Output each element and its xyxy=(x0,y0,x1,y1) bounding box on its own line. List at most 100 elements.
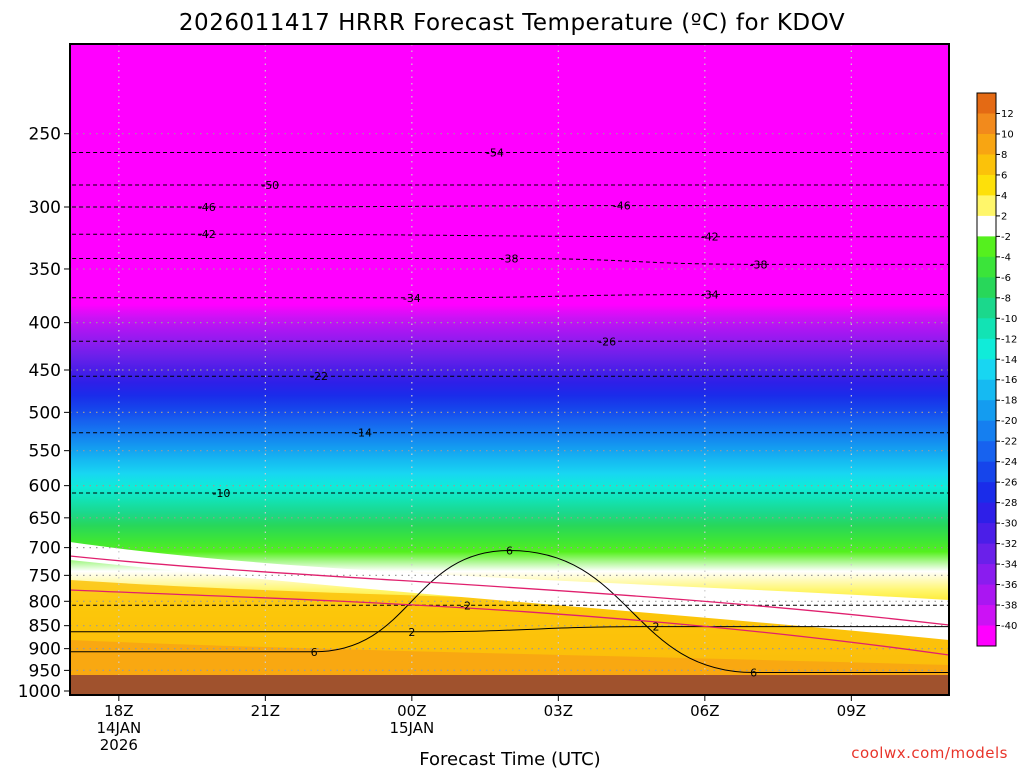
colorbar-swatch xyxy=(977,154,996,176)
colorbar-label: -36 xyxy=(1001,580,1017,591)
isotherm-contours xyxy=(70,152,949,673)
x-axis-label: Forecast Time (UTC) xyxy=(419,749,600,768)
colorbar-swatch xyxy=(977,338,996,360)
y-tick-label: 400 xyxy=(29,314,61,334)
colorbar-frame xyxy=(976,92,997,647)
y-tick-label: 850 xyxy=(29,617,61,637)
contour-label: 6 xyxy=(506,544,513,557)
contour-label: -34 xyxy=(403,292,421,305)
freezing-line xyxy=(70,555,949,626)
contour-label: -54 xyxy=(486,147,504,160)
x-tick-label: 03Z xyxy=(544,702,573,720)
y-tick-label: 700 xyxy=(29,539,61,559)
x-tick-label: 2026 xyxy=(100,736,138,754)
contour-label: -26 xyxy=(598,335,616,348)
colorbar-swatch xyxy=(977,420,996,442)
colorbar-swatch xyxy=(977,441,996,463)
colorbar-swatch xyxy=(977,236,996,258)
colorbar-label: -18 xyxy=(1001,396,1017,407)
ground-surface xyxy=(70,675,949,695)
colorbar-label: -10 xyxy=(1001,314,1017,325)
contour-label: 2 xyxy=(408,626,415,639)
temperature-bands xyxy=(70,44,949,695)
colorbar-label: -40 xyxy=(1001,621,1017,632)
colorbar-label: 4 xyxy=(1001,191,1007,202)
colorbar-swatch xyxy=(977,215,996,237)
colorbar-swatch xyxy=(977,502,996,524)
contour-labels: -54-50-46 -46-42 -42-38 -38-34 -34-26-22-14-… xyxy=(198,147,768,680)
contour-line xyxy=(70,294,949,299)
x-tick-label: 21Z xyxy=(251,702,280,720)
colorbar-label: -22 xyxy=(1001,437,1017,448)
contour-label: -14 xyxy=(354,427,372,440)
colorbar-swatch xyxy=(977,133,996,155)
x-tick-label: 00Z xyxy=(397,702,426,720)
contour-line xyxy=(70,257,949,265)
contour-label: -38 xyxy=(750,258,768,271)
contour-label: -46 xyxy=(198,201,216,214)
colorbar-swatch xyxy=(977,195,996,217)
colorbar-swatch xyxy=(977,461,996,483)
contour-label: 6 xyxy=(750,666,757,679)
colorbar-swatch xyxy=(977,400,996,422)
credit-text: coolwx.com/models xyxy=(851,744,1008,762)
y-tick-label: 950 xyxy=(29,661,61,681)
y-tick-label: 900 xyxy=(29,640,61,660)
colorbar-swatch xyxy=(977,605,996,627)
colorbar-label: 12 xyxy=(1001,109,1014,120)
colorbar-label: -30 xyxy=(1001,519,1017,530)
colorbar-swatch xyxy=(977,523,996,545)
colorbar-swatch xyxy=(977,93,996,114)
colorbar-swatch xyxy=(977,297,996,319)
colorbar-label: -32 xyxy=(1001,539,1017,550)
colorbar-label: -38 xyxy=(1001,601,1017,612)
y-tick-label: 450 xyxy=(29,361,61,381)
contour-line xyxy=(70,549,949,673)
pressure-axis: 250 300 350 400 450 500 550 600 650 700 750 800 850 9… xyxy=(18,125,70,702)
colorbar-label: -14 xyxy=(1001,355,1017,366)
colorbar-swatch xyxy=(977,256,996,278)
grid-lines xyxy=(70,44,949,695)
colorbar-swatch xyxy=(977,113,996,135)
contour-label: -46 xyxy=(613,200,631,213)
colorbar-label: -34 xyxy=(1001,560,1017,571)
colorbar-swatch xyxy=(977,482,996,504)
freezing-line xyxy=(70,589,949,656)
x-tick-label: 14JAN xyxy=(96,719,141,737)
y-tick-label: 600 xyxy=(29,477,61,497)
x-tick-label: 18Z xyxy=(104,702,133,720)
y-tick-label: 800 xyxy=(29,592,61,612)
colorbar-swatch xyxy=(977,174,996,196)
y-tick-label: 250 xyxy=(29,125,61,145)
y-tick-label: 750 xyxy=(29,566,61,586)
colorbar-swatch xyxy=(977,277,996,299)
y-tick-label: 300 xyxy=(29,198,61,218)
contour-label: -34 xyxy=(701,289,719,302)
y-tick-label: 350 xyxy=(29,260,61,280)
contour-label: -42 xyxy=(198,228,216,241)
colorbar-label: 6 xyxy=(1001,170,1007,181)
freezing-layer-shading xyxy=(70,542,949,640)
contour-label: -2 xyxy=(460,599,471,612)
colorbar-swatch xyxy=(977,625,996,647)
x-tick-label: 09Z xyxy=(837,702,866,720)
colorbar-label: -6 xyxy=(1001,273,1011,284)
y-tick-label: 650 xyxy=(29,509,61,529)
contour-label: -50 xyxy=(261,179,279,192)
x-tick-label: 15JAN xyxy=(389,719,434,737)
colorbar-label: -26 xyxy=(1001,478,1017,489)
y-tick-label: 500 xyxy=(29,403,61,423)
colorbar-label: -28 xyxy=(1001,498,1017,509)
colorbar-swatch xyxy=(977,543,996,565)
colorbar-swatch xyxy=(977,379,996,401)
colorbar: 12 10 8 6 4 2 -2 -4 -6 -8 -10 -12 -14 -16 -18 -20 -22 -24… xyxy=(976,92,1017,647)
contour-line xyxy=(70,233,949,238)
colorbar-label: 2 xyxy=(1001,211,1007,222)
colorbar-swatch xyxy=(977,359,996,381)
contour-label: 6 xyxy=(311,646,318,659)
colorbar-label: 8 xyxy=(1001,150,1007,161)
contour-label: 2 xyxy=(653,621,660,634)
contour-label: -38 xyxy=(501,252,519,265)
